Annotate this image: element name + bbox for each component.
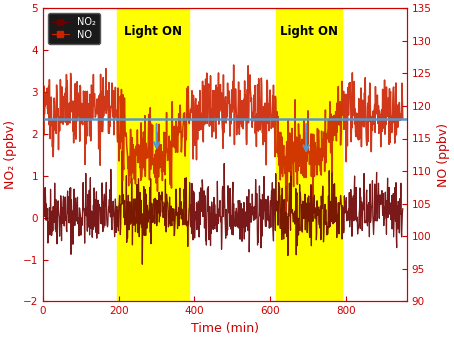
- Y-axis label: NO (ppbv): NO (ppbv): [437, 123, 450, 187]
- Bar: [117, 8, 189, 301]
- Text: Light ON: Light ON: [280, 25, 338, 38]
- Legend: NO₂, NO: NO₂, NO: [48, 13, 100, 44]
- Text: Light ON: Light ON: [124, 25, 182, 38]
- Bar: [276, 8, 342, 301]
- X-axis label: Time (min): Time (min): [191, 322, 259, 335]
- Y-axis label: NO₂ (ppbv): NO₂ (ppbv): [4, 120, 17, 189]
